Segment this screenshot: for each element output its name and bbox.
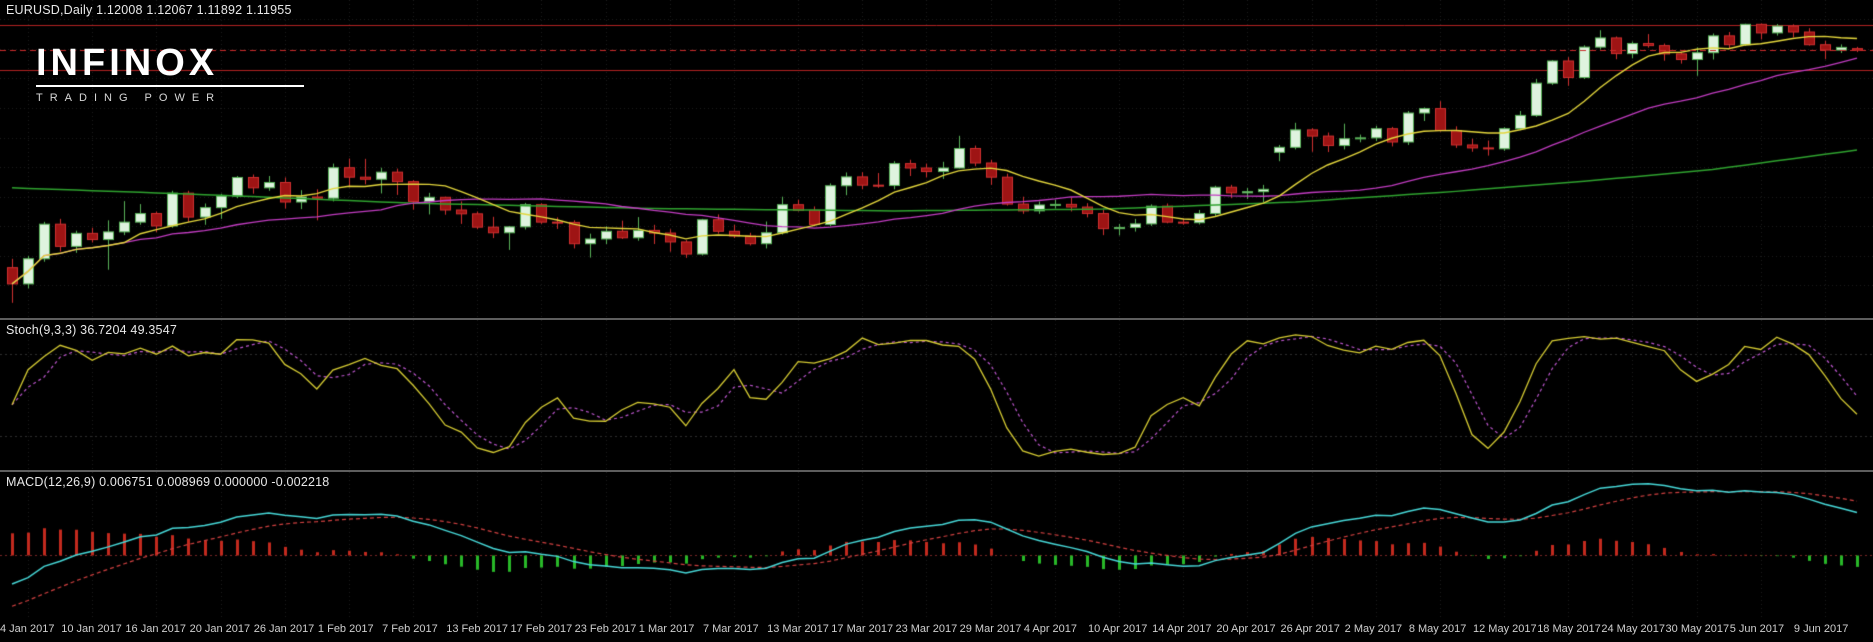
time-axis-label: 9 Jun 2017 — [1793, 623, 1849, 635]
stochastic-canvas[interactable] — [0, 320, 1873, 470]
stochastic-panel: Stoch(9,3,3) 36.7204 49.3547 — [0, 320, 1873, 470]
time-axis-label: 13 Mar 2017 — [767, 623, 829, 635]
time-axis-label: 14 Apr 2017 — [1152, 623, 1212, 635]
time-axis-label: 20 Apr 2017 — [1216, 623, 1276, 635]
panel-separator — [0, 318, 1873, 320]
time-axis-label: 30 May 2017 — [1665, 623, 1730, 635]
time-axis-label: 2 May 2017 — [1344, 623, 1403, 635]
time-axis-label: 10 Jan 2017 — [61, 623, 122, 635]
time-axis-label: 10 Apr 2017 — [1087, 623, 1148, 635]
time-axis-label: 29 Mar 2017 — [959, 623, 1022, 635]
time-axis-label: 1 Feb 2017 — [317, 623, 374, 635]
panel-separator — [0, 470, 1873, 472]
time-axis-label: 18 May 2017 — [1537, 623, 1601, 635]
time-axis-label: 23 Mar 2017 — [895, 623, 958, 635]
time-axis-label: 7 Mar 2017 — [702, 623, 759, 635]
price-panel: EURUSD,Daily 1.12008 1.12067 1.11892 1.1… — [0, 0, 1873, 318]
time-axis-label: 8 May 2017 — [1408, 623, 1467, 635]
time-axis-label: 20 Jan 2017 — [189, 623, 251, 635]
time-axis-label: 4 Jan 2017 — [0, 623, 55, 635]
time-axis-label: 17 Mar 2017 — [831, 623, 894, 635]
macd-panel: MACD(12,26,9) 0.006751 0.008969 0.000000… — [0, 472, 1873, 618]
time-axis[interactable]: 4 Jan 2017 10 Jan 2017 16 Jan 2017 20 Jan 2… — [0, 618, 1873, 642]
time-axis-label: 12 May 2017 — [1473, 623, 1537, 635]
time-axis-label: 24 May 2017 — [1601, 623, 1665, 635]
time-axis-label: 26 Apr 2017 — [1280, 623, 1340, 635]
time-axis-label: 7 Feb 2017 — [382, 623, 438, 635]
time-axis-label: 13 Feb 2017 — [446, 623, 509, 635]
time-axis-label: 26 Jan 2017 — [253, 623, 315, 635]
time-axis-label: 23 Feb 2017 — [574, 623, 637, 635]
macd-canvas[interactable] — [0, 472, 1873, 618]
time-axis-label: 17 Feb 2017 — [510, 623, 573, 635]
time-axis-label: 5 Jun 2017 — [1729, 623, 1785, 635]
time-axis-label: 16 Jan 2017 — [125, 623, 186, 635]
time-axis-label: 4 Apr 2017 — [1023, 623, 1078, 635]
time-axis-label: 1 Mar 2017 — [638, 623, 695, 635]
main-chart-canvas[interactable] — [0, 0, 1873, 318]
